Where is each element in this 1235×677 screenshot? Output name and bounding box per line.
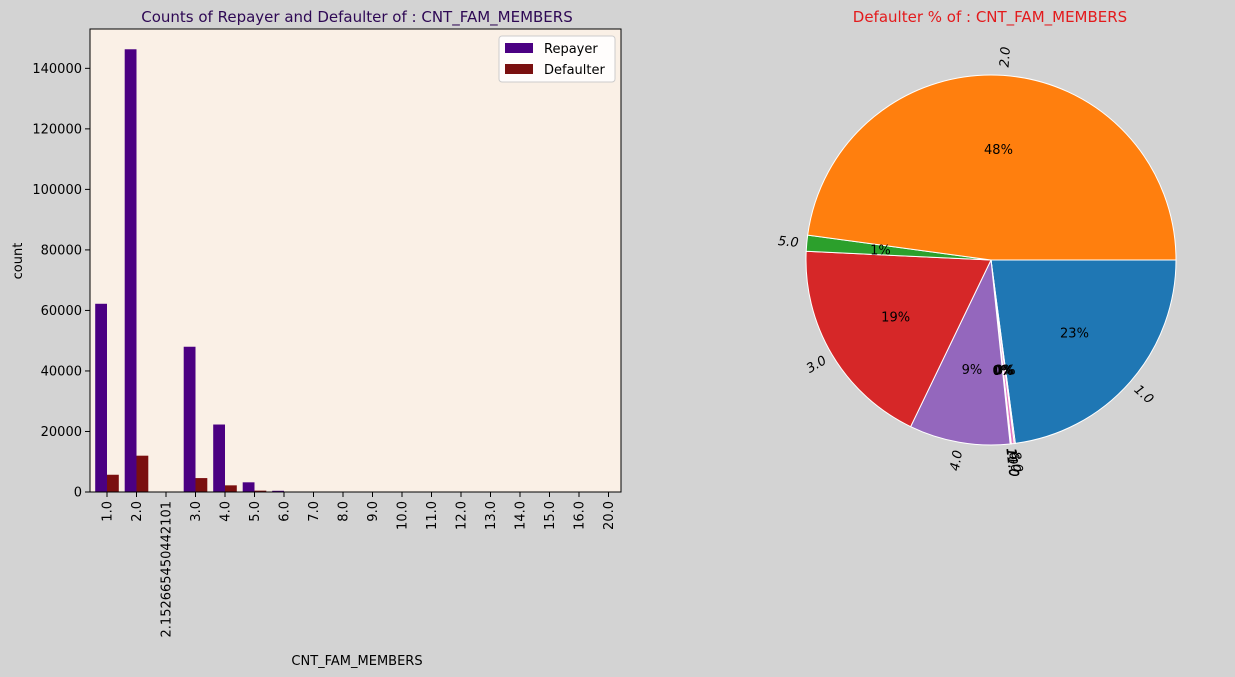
bar-repayer	[272, 490, 284, 492]
plot-frame	[89, 28, 622, 493]
y-tick-label: 120000	[32, 122, 82, 137]
pie-slice	[990, 259, 1177, 444]
x-tick-label: 11.0	[425, 501, 440, 530]
legend-swatch-defaulter	[505, 64, 533, 74]
pie-pct-label: 9%	[962, 363, 983, 378]
pie-pct-label: 0%	[994, 364, 1015, 379]
pie-pct-label: 0%	[993, 364, 1014, 379]
x-tick-label: 8.0	[337, 501, 352, 522]
pie-slice	[805, 250, 992, 428]
x-tick-label: 10.0	[396, 501, 411, 530]
pie-category-label: 3.0	[804, 353, 829, 376]
legend: Repayer Defaulter	[498, 35, 616, 83]
bar-defaulter	[107, 474, 119, 492]
x-tick-label: 2.0	[130, 501, 145, 522]
bar-chart-title: Counts of Repayer and Defaulter of : CNT…	[141, 8, 572, 27]
x-tick-label: 5.0	[248, 501, 263, 522]
y-axis-ticks: 0 20000 40000 60000 80000 100000 120000 140000	[32, 62, 90, 501]
x-tick-label: 4.0	[219, 501, 234, 522]
pie-pct-label: 48%	[984, 143, 1013, 158]
pie-pct-label: 23%	[1060, 327, 1089, 342]
x-tick-label: 12.0	[455, 501, 470, 530]
pie-category-label: 10.0	[1003, 447, 1021, 477]
pie-pct-label: 1%	[870, 243, 891, 258]
y-tick-label: 60000	[41, 304, 82, 319]
bar-repayer	[124, 49, 137, 493]
y-axis-label: count	[11, 243, 26, 280]
bar-defaulter	[195, 478, 208, 492]
bar-repayer	[213, 424, 225, 492]
pie-category-label: 11.0	[1002, 447, 1020, 477]
pie-pct-label: 19%	[881, 310, 910, 325]
legend-label-defaulter: Defaulter	[544, 63, 605, 78]
x-tick-label: 2.152665450442101	[160, 501, 175, 637]
bar-repayer	[242, 482, 255, 492]
x-tick-label: 9.0	[366, 501, 381, 522]
pie-category-label: 2.0	[998, 46, 1014, 68]
legend-swatch-repayer	[505, 43, 533, 53]
x-tick-label: 6.0	[278, 501, 293, 522]
pie-pct-label: 0%	[995, 364, 1016, 379]
pie-slice	[807, 74, 1177, 261]
x-tick-label: 1.0	[101, 501, 116, 522]
pie-category-label: 4.0	[948, 449, 966, 472]
x-tick-label: 14.0	[514, 501, 529, 530]
x-tick-label: 16.0	[573, 501, 588, 530]
x-tick-label: 20.0	[602, 501, 617, 530]
x-tick-label: 3.0	[189, 501, 204, 522]
pie-category-label: 8.0	[1007, 451, 1025, 473]
pie-slice	[909, 258, 1011, 446]
pie-slices: 23%1.00%8.00%6.00%10.00%11.09%4.019%3.01…	[777, 46, 1177, 478]
pie-chart: Defaulter % of : CNT_FAM_MEMBERS 23% 1.0 0…	[777, 8, 1177, 478]
y-tick-label: 20000	[41, 425, 82, 440]
bar-defaulter	[136, 455, 149, 492]
y-tick-label: 0	[74, 486, 82, 501]
y-tick-label: 80000	[41, 243, 82, 258]
x-axis-label: CNT_FAM_MEMBERS	[291, 654, 422, 669]
bar-repayer	[183, 346, 196, 492]
y-tick-label: 100000	[32, 183, 82, 198]
y-tick-label: 40000	[41, 364, 82, 379]
bar-defaulter	[225, 485, 237, 492]
bar-plot-area	[89, 28, 622, 493]
x-tick-label: 13.0	[484, 501, 499, 530]
pie-pct-label: 0%	[992, 364, 1013, 379]
x-tick-label: 15.0	[543, 501, 558, 530]
pie-category-label: 1.0	[1131, 382, 1156, 407]
y-tick-label: 140000	[32, 62, 82, 77]
bar-chart: Counts of Repayer and Defaulter of : CNT…	[11, 8, 622, 669]
bar-repayer	[95, 303, 107, 492]
pie-chart-title: Defaulter % of : CNT_FAM_MEMBERS	[853, 8, 1127, 27]
pie-category-label: 5.0	[777, 234, 799, 251]
x-axis-ticks: 1.0 2.0 2.152665450442101 3.0 4.0 5.0 6.0 7.0 8.…	[101, 492, 617, 637]
legend-label-repayer: Repayer	[544, 42, 598, 57]
bar-defaulter	[254, 490, 267, 492]
pie-category-label: 6.0	[1005, 451, 1022, 473]
x-tick-label: 7.0	[307, 501, 322, 522]
